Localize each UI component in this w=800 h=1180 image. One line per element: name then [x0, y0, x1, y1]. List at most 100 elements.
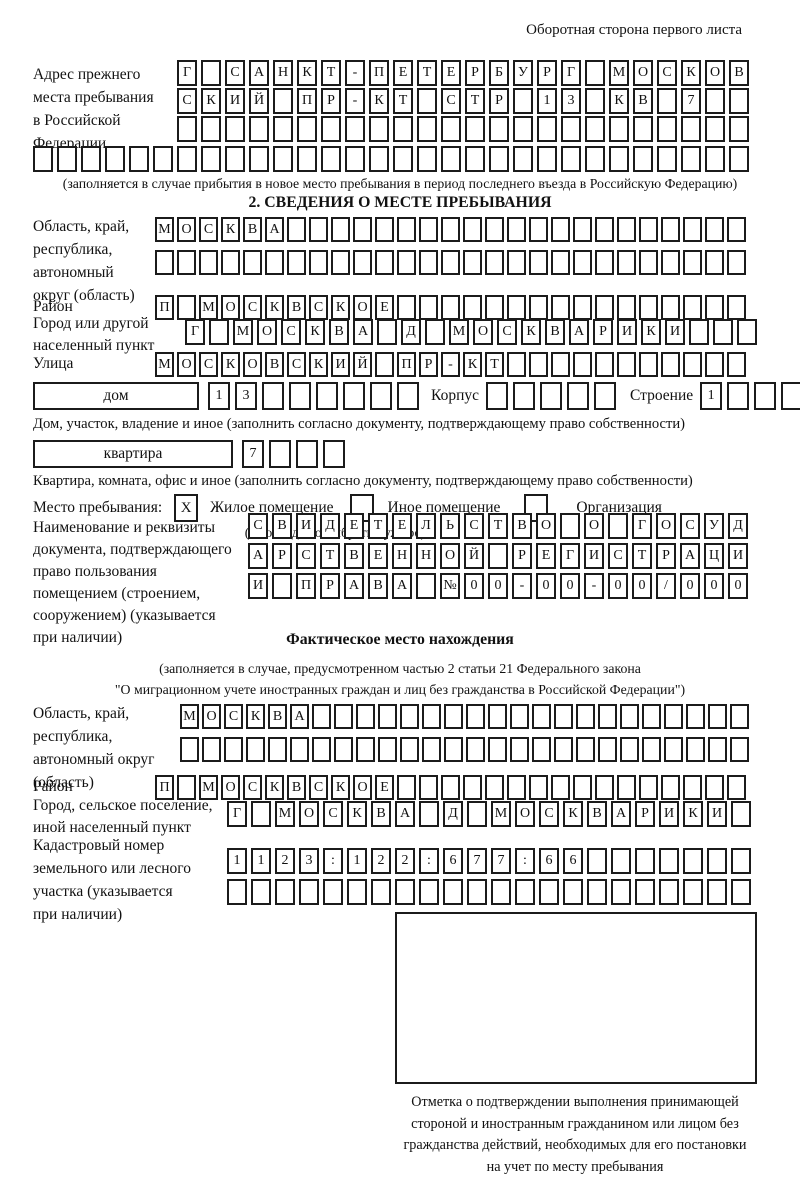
char-cell [686, 737, 705, 762]
char-cell: Г [177, 60, 197, 86]
label-line: Область, край, [33, 218, 130, 235]
char-cell: В [368, 573, 388, 599]
char-cell: Т [417, 60, 437, 86]
char-cell: А [265, 217, 284, 242]
char-cell: А [680, 543, 700, 569]
char-cell [707, 848, 727, 874]
char-cell: С [199, 352, 218, 377]
char-cell [661, 250, 680, 275]
char-cell [321, 116, 341, 142]
char-cell [705, 116, 725, 142]
char-cell: В [272, 513, 292, 539]
char-cell [371, 879, 391, 905]
char-cell: В [545, 319, 565, 345]
char-cell [683, 352, 702, 377]
char-cell: К [683, 801, 703, 827]
char-cell [486, 382, 508, 410]
label-line: документа, подтверждающего [33, 541, 232, 558]
char-cell [227, 879, 247, 905]
char-cell [249, 146, 269, 172]
char-cell [463, 775, 482, 800]
char-cell: М [233, 319, 253, 345]
char-cell: С [243, 775, 262, 800]
label-line: места пребывания [33, 89, 154, 106]
char-cell: Д [401, 319, 421, 345]
char-cell: И [617, 319, 637, 345]
char-cell: К [521, 319, 541, 345]
char-cell: В [512, 513, 532, 539]
char-cell [689, 319, 709, 345]
char-cell [419, 879, 439, 905]
char-cell [681, 146, 701, 172]
label-line: населенный пункт [33, 337, 155, 354]
label-line: сооружением) (указывается [33, 607, 216, 624]
char-cell [727, 382, 750, 410]
actual-city-block: Город, сельское поселение, иной населенны… [33, 795, 751, 839]
char-cell [585, 88, 605, 114]
char-cell: 2 [395, 848, 415, 874]
char-cell: О [705, 60, 725, 86]
char-cell: 0 [608, 573, 628, 599]
char-cell [378, 737, 397, 762]
char-cell: О [353, 295, 372, 320]
char-cell: Т [320, 543, 340, 569]
stay-type-option-other: Иное помещение [387, 499, 501, 516]
char-cell: И [248, 573, 268, 599]
char-cell [507, 352, 526, 377]
char-cell [273, 116, 293, 142]
char-cell [417, 146, 437, 172]
char-cell [180, 737, 199, 762]
label-line: автономный [33, 264, 114, 281]
char-cell [287, 250, 306, 275]
char-cell [395, 879, 415, 905]
char-cell [485, 295, 504, 320]
char-cell [400, 737, 419, 762]
char-cell [466, 704, 485, 729]
char-cell [727, 352, 746, 377]
previous-address-note: (заполняется в случае прибытия в новое м… [62, 176, 738, 191]
char-cell: В [243, 217, 262, 242]
char-cell [466, 737, 485, 762]
char-cell [551, 217, 570, 242]
document-label: Наименование и реквизиты документа, подтв… [33, 513, 248, 649]
char-cell: Ц [704, 543, 724, 569]
char-cell [617, 352, 636, 377]
char-cell: В [587, 801, 607, 827]
apartment-note: Квартира, комната, офис и иное (заполнит… [33, 473, 693, 489]
char-cell: С [497, 319, 517, 345]
char-cell: 1 [208, 382, 230, 410]
char-cell [661, 217, 680, 242]
char-cell [554, 737, 573, 762]
char-cell: 6 [539, 848, 559, 874]
char-cell [620, 737, 639, 762]
char-cell [275, 879, 295, 905]
char-cell: О [536, 513, 556, 539]
char-cell [513, 146, 533, 172]
char-cell: А [611, 801, 631, 827]
confirmation-caption: Отметка о подтверждении выполнения прини… [388, 1092, 762, 1178]
label-line: иной населенный пункт [33, 819, 191, 836]
char-cell: С [248, 513, 268, 539]
char-cell: А [344, 573, 364, 599]
char-cell [485, 250, 504, 275]
char-cell [529, 352, 548, 377]
char-cell: Й [249, 88, 269, 114]
char-cell: 7 [467, 848, 487, 874]
char-cell: И [728, 543, 748, 569]
char-cell [705, 775, 724, 800]
char-cell: - [584, 573, 604, 599]
char-cell [467, 801, 487, 827]
char-cell [551, 250, 570, 275]
char-cell [617, 775, 636, 800]
char-cell [507, 775, 526, 800]
char-cell: Й [353, 352, 372, 377]
cadastral-label: Кадастровый номер земельного или лесного у… [33, 834, 227, 926]
char-cell: П [155, 295, 174, 320]
char-cell [573, 217, 592, 242]
char-cell: О [202, 704, 221, 729]
char-cell: К [331, 775, 350, 800]
char-cell [225, 116, 245, 142]
